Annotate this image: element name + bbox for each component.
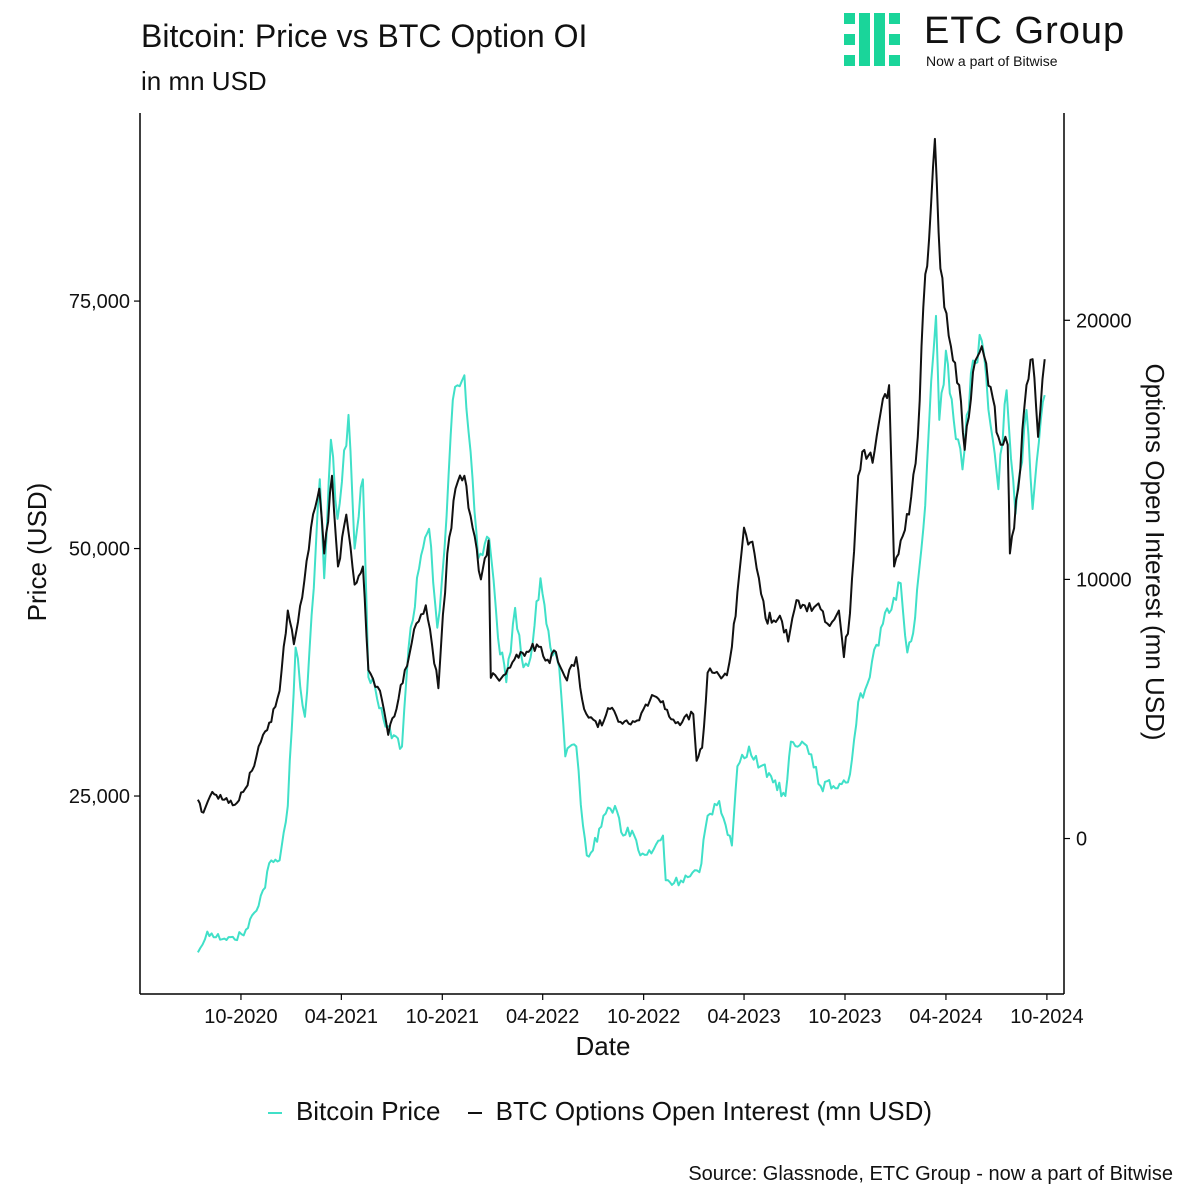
etc-group-logo: ETC Group Now a part of Bitwise: [844, 10, 1184, 74]
source-note: Source: Glassnode, ETC Group - now a par…: [688, 1163, 1173, 1185]
y-tick-label: 25,000: [69, 786, 130, 808]
series-layer: [197, 137, 1046, 953]
chart-subtitle: in mn USD: [141, 66, 267, 96]
series-line-options-oi: [197, 137, 1046, 814]
x-tick-label: 04-2023: [707, 1006, 780, 1028]
x-tick-label: 10-2023: [808, 1006, 881, 1028]
y2-axis-title: Options Open Interest (mn USD): [1140, 363, 1170, 740]
x-tick-label: 04-2021: [305, 1006, 378, 1028]
y-tick-label: 75,000: [69, 291, 130, 313]
logo-tagline: Now a part of Bitwise: [926, 53, 1058, 69]
x-tick-label: 10-2021: [406, 1006, 479, 1028]
x-tick-label: 10-2020: [204, 1006, 277, 1028]
legend-swatch-bitcoin-price: [267, 1112, 282, 1115]
y-axis-title: Price (USD): [22, 483, 52, 622]
legend-item-bitcoin-price: Bitcoin Price: [267, 1096, 441, 1127]
etc-group-logo-mark-icon: [844, 13, 900, 66]
y2-tick-label: 0: [1076, 829, 1087, 851]
x-tick-label: 10-2022: [607, 1006, 680, 1028]
x-tick-label: 10-2024: [1010, 1006, 1083, 1028]
y-tick-label: 50,000: [69, 539, 130, 561]
y2-tick-label: 20000: [1076, 310, 1132, 332]
legend: Bitcoin Price BTC Options Open Interest …: [0, 1096, 1200, 1127]
x-tick-label: 04-2022: [506, 1006, 579, 1028]
series-line-bitcoin-price: [197, 314, 1046, 953]
axes-layer: 25,000 50,000 75,000 0 10000 20000 10-2020 04-2…: [69, 113, 1132, 1028]
x-axis-title: Date: [576, 1031, 631, 1061]
x-tick-label: 04-2024: [909, 1006, 982, 1028]
chart-title: Bitcoin: Price vs BTC Option OI: [141, 18, 588, 54]
legend-label-bitcoin-price: Bitcoin Price: [295, 1096, 441, 1126]
legend-label-options-oi: BTC Options Open Interest (mn USD): [495, 1096, 933, 1126]
legend-swatch-options-oi: [467, 1112, 482, 1115]
logo-name: ETC Group: [924, 10, 1126, 52]
y2-tick-label: 10000: [1076, 569, 1132, 591]
legend-item-options-oi: BTC Options Open Interest (mn USD): [467, 1096, 933, 1127]
